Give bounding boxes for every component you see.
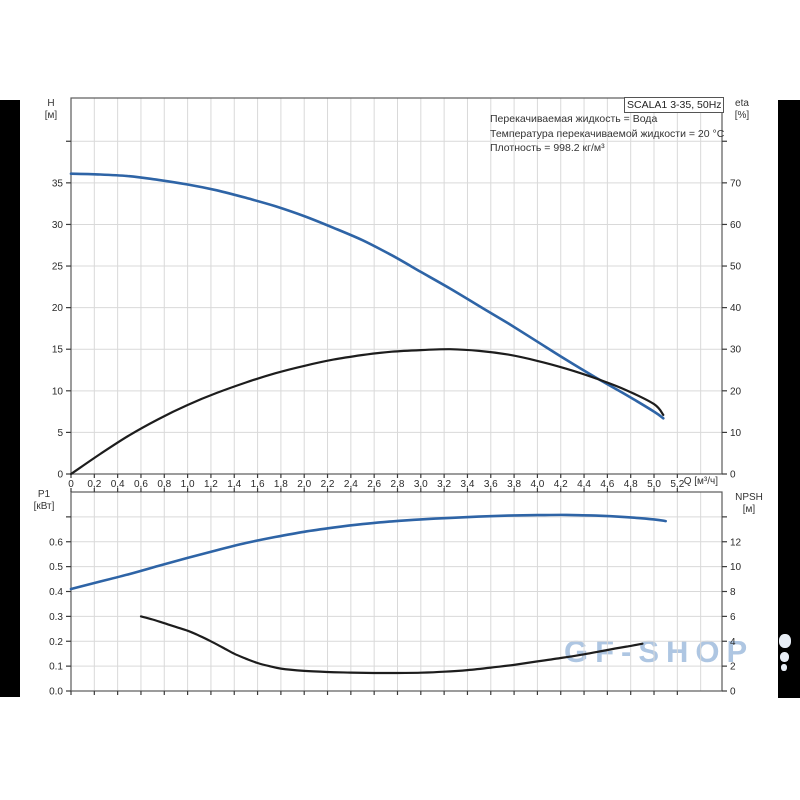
- y-left-tick-label: 0.1: [49, 662, 63, 673]
- npsh-axis-title: NPSH [м]: [728, 492, 770, 516]
- x-tick-label: 1,8: [274, 479, 288, 490]
- p1-axis-unit: [кВт]: [33, 501, 55, 512]
- h-axis-title: H [м]: [36, 98, 66, 122]
- eta-axis-title: eta [%]: [726, 98, 758, 122]
- watermark-overflow-speck: [780, 652, 789, 662]
- p1-axis-title: P1 [кВт]: [26, 489, 62, 513]
- y-left-tick-label: 10: [52, 386, 64, 397]
- y-right-tick-label: 60: [730, 220, 742, 231]
- curve-left: [69, 172, 665, 420]
- y-left-tick-label: 30: [52, 220, 64, 231]
- x-tick-label: 2,2: [321, 479, 335, 490]
- x-tick-label: 0: [68, 479, 74, 490]
- y-right-tick-label: 30: [730, 345, 742, 356]
- x-tick-label: 4,0: [530, 479, 544, 490]
- x-tick-label: 1,6: [251, 479, 265, 490]
- x-tick-label: 1,2: [204, 479, 218, 490]
- y-left-tick-label: 20: [52, 303, 64, 314]
- y-right-tick-label: 70: [730, 178, 742, 189]
- info-line-temperature: Температура перекачиваемой жидкости = 20…: [490, 127, 725, 140]
- x-tick-label: 3,0: [414, 479, 428, 490]
- x-tick-label: 4,6: [600, 479, 614, 490]
- x-tick-label: 2,4: [344, 479, 358, 490]
- eta-axis-unit: [%]: [734, 110, 750, 121]
- x-tick-label: 2,0: [297, 479, 311, 490]
- x-tick-label: 0,2: [87, 479, 101, 490]
- npsh-axis-unit: [м]: [742, 504, 756, 515]
- y-left-tick-label: 0.6: [49, 537, 63, 548]
- x-tick-label: 2,6: [367, 479, 381, 490]
- y-right-tick-label: 0: [730, 470, 736, 481]
- y-right-tick-label: 50: [730, 262, 742, 273]
- y-right-tick-label: 10: [730, 428, 742, 439]
- y-right-tick-label: 4: [730, 637, 736, 648]
- y-right-tick-label: 8: [730, 587, 736, 598]
- curve-right: [69, 348, 665, 476]
- x-tick-label: 1,0: [181, 479, 195, 490]
- x-tick-label: 5,0: [647, 479, 661, 490]
- y-right-tick-label: 2: [730, 662, 736, 673]
- x-tick-label: 2,8: [391, 479, 405, 490]
- watermark-overflow-speck: [779, 634, 791, 648]
- y-left-tick-label: 15: [52, 345, 64, 356]
- x-tick-label: 3,2: [437, 479, 451, 490]
- y-right-tick-label: 20: [730, 386, 742, 397]
- x-tick-label: 4,2: [554, 479, 568, 490]
- y-right-tick-label: 0: [730, 687, 736, 698]
- y-left-tick-label: 35: [52, 178, 64, 189]
- watermark-overflow-speck: [781, 664, 787, 671]
- liquid-info-block: Перекачиваемая жидкость = Вода Температу…: [490, 112, 724, 156]
- x-tick-label: 3,6: [484, 479, 498, 490]
- curve-left: [69, 513, 667, 591]
- h-axis-name: H: [47, 98, 55, 109]
- x-tick-label: 5,2: [670, 479, 684, 490]
- x-tick-label: 0,4: [111, 479, 125, 490]
- y-right-tick-label: 12: [730, 537, 742, 548]
- q-axis-title: Q [м³/ч]: [683, 476, 718, 487]
- h-axis-unit: [м]: [44, 110, 58, 121]
- y-left-tick-label: 0.2: [49, 637, 63, 648]
- y-left-tick-label: 0.3: [49, 612, 63, 623]
- letterbox-right: [778, 100, 800, 698]
- y-right-tick-label: 10: [730, 562, 742, 573]
- letterbox-left: [0, 100, 20, 697]
- x-tick-label: 4,4: [577, 479, 591, 490]
- y-left-tick-label: 0.0: [49, 687, 63, 698]
- x-tick-label: 0,8: [157, 479, 171, 490]
- plot-border: [70, 97, 723, 475]
- x-tick-label: 1,4: [227, 479, 241, 490]
- x-tick-label: 3,8: [507, 479, 521, 490]
- x-tick-label: 4,8: [624, 479, 638, 490]
- curve-right: [139, 615, 644, 675]
- y-right-tick-label: 6: [730, 612, 736, 623]
- y-left-tick-label: 25: [52, 262, 64, 273]
- y-right-tick-label: 40: [730, 303, 742, 314]
- p1-axis-name: P1: [37, 489, 51, 500]
- curve-title-box: SCALA1 3-35, 50Hz: [624, 97, 724, 113]
- y-left-tick-label: 0: [57, 470, 63, 481]
- info-line-density: Плотность = 998.2 кг/м³: [490, 142, 605, 154]
- y-left-tick-label: 5: [57, 428, 63, 439]
- eta-axis-name: eta: [735, 98, 749, 109]
- npsh-axis-name: NPSH: [735, 492, 763, 503]
- y-left-tick-label: 0.5: [49, 562, 63, 573]
- info-line-liquid: Перекачиваемая жидкость = Вода: [490, 113, 658, 125]
- x-tick-label: 3,4: [461, 479, 475, 490]
- y-left-tick-label: 0.4: [49, 587, 63, 598]
- x-tick-label: 0,6: [134, 479, 148, 490]
